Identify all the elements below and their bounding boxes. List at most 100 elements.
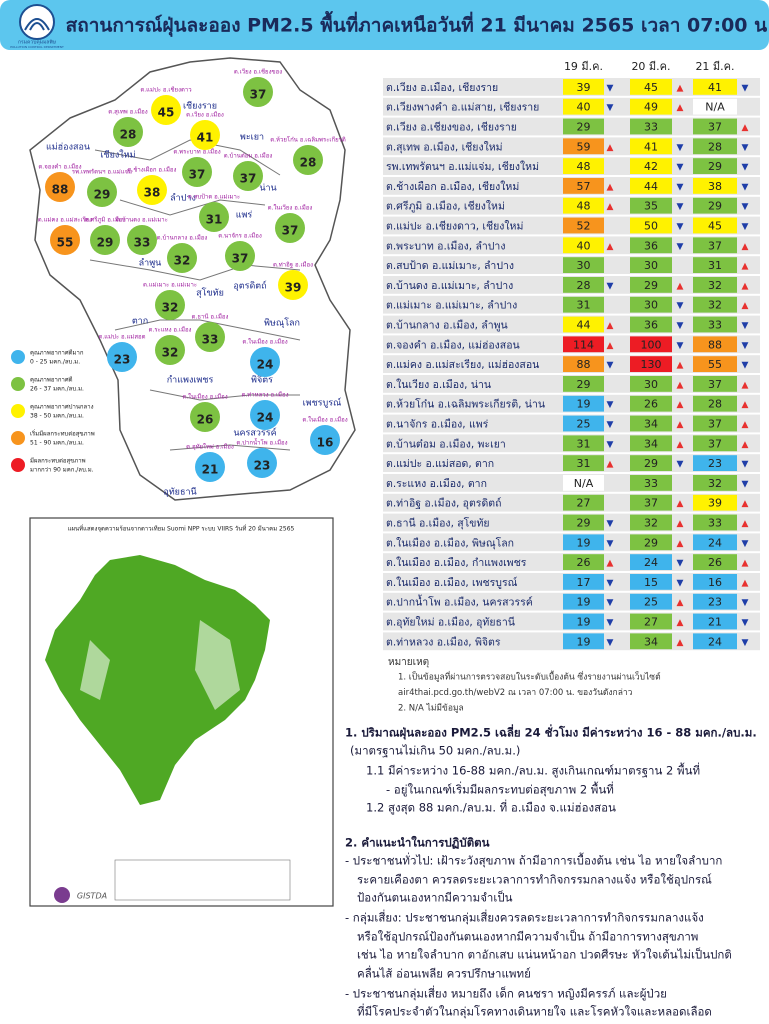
station-label: ต.แม่คง อ.แม่สะเรียง — [38, 216, 92, 224]
trend-arrow: ▼ — [607, 618, 614, 628]
cell-value: 39 — [708, 497, 722, 510]
province-label: เพชรบูรณ์ — [303, 397, 342, 409]
trend-arrow: ▲ — [742, 400, 749, 410]
trend-arrow: ▲ — [607, 242, 614, 252]
station-marker — [190, 120, 220, 150]
value-cell — [693, 455, 737, 471]
cell-value: 19 — [577, 536, 591, 549]
trend-arrow: ▼ — [607, 539, 614, 549]
province-label: กำแพงเพชร — [167, 375, 214, 386]
cell-value: 57 — [577, 180, 591, 193]
value-cell — [693, 118, 737, 135]
station-value: 37 — [232, 252, 249, 266]
value-cell — [693, 178, 737, 194]
station-value: 37 — [250, 88, 267, 102]
summary-line: ระคายเคืองตา ควรลดระยะเวลาการทำกิจกรรมกล… — [357, 873, 712, 887]
value-cell — [563, 316, 604, 333]
station-label: ต.ในเวียง อ.เมือง — [268, 204, 313, 212]
cell-value: 88 — [577, 358, 591, 371]
cell-value: 55 — [708, 358, 722, 371]
station-value: 29 — [94, 188, 111, 202]
cell-value: 33 — [644, 477, 658, 490]
legend-swatch — [11, 431, 25, 445]
trend-arrow: ▼ — [607, 440, 614, 450]
legend-range: 38 - 50 มคก./ลบ.ม. — [30, 413, 84, 420]
station-label: ต.เวียง อ.เชียงของ — [234, 68, 282, 76]
station-marker — [195, 322, 225, 352]
province-borders — [89, 139, 301, 451]
trend-arrow: ▲ — [742, 301, 749, 311]
cell-value: 33 — [644, 121, 658, 134]
station-value: 29 — [97, 236, 114, 250]
trend-arrow: ▼ — [677, 143, 684, 153]
province-label: อุตรดิตถ์ — [233, 280, 266, 292]
trend-arrow: ▼ — [607, 578, 614, 588]
station-name: ต.ท่าอิฐ อ.เมือง, อุตรดิตถ์ — [386, 497, 501, 510]
trend-arrow: ▼ — [677, 222, 684, 232]
header-bar — [0, 0, 769, 50]
cell-value: 29 — [644, 279, 658, 292]
trend-arrow: ▲ — [742, 578, 749, 588]
value-cell — [630, 395, 672, 412]
cell-value: 34 — [644, 437, 658, 450]
trend-arrow: ▲ — [742, 123, 749, 133]
trend-arrow: ▼ — [742, 83, 749, 93]
trend-arrow: ▼ — [677, 321, 684, 331]
value-cell — [630, 118, 672, 135]
cell-value: 28 — [708, 398, 722, 411]
station-marker — [182, 157, 212, 187]
station-marker — [199, 202, 229, 232]
value-cell — [630, 593, 672, 610]
cell-value: 114 — [573, 338, 594, 351]
value-cell — [693, 138, 737, 155]
station-label: ต.จองคำ อ.เมือง — [38, 163, 81, 171]
cell-value: 31 — [708, 259, 722, 272]
cell-value: 49 — [644, 101, 658, 114]
trend-arrow: ▲ — [677, 539, 684, 549]
trend-arrow: ▲ — [742, 499, 749, 509]
cell-value: 37 — [708, 378, 722, 391]
trend-arrow: ▼ — [607, 420, 614, 430]
value-cell — [563, 613, 604, 630]
value-cell — [630, 415, 672, 432]
trend-arrow: ▼ — [607, 103, 614, 113]
value-cell — [693, 316, 737, 333]
station-marker — [155, 290, 185, 320]
logo-mark — [24, 18, 50, 31]
legend-swatch — [11, 404, 25, 418]
trend-arrow: ▼ — [677, 460, 684, 470]
value-cell — [693, 296, 737, 313]
trend-arrow: ▼ — [742, 638, 749, 648]
station-marker — [151, 95, 181, 125]
summary-line: 1.2 สูงสุด 88 มคก./ลบ.ม. ที่ อ.เมือง จ.แ… — [366, 800, 616, 815]
cell-value: 29 — [644, 457, 658, 470]
station-marker — [45, 172, 75, 202]
value-cell — [563, 158, 604, 174]
cell-value: 32 — [644, 517, 658, 530]
column-header: 19 มี.ค. — [564, 60, 603, 73]
cell-value: 27 — [577, 497, 591, 510]
station-value: 31 — [206, 213, 223, 227]
station-marker — [155, 335, 185, 365]
value-cell — [693, 415, 737, 432]
cell-value: 25 — [644, 596, 658, 609]
station-label: ต.ในเมือง อ.เมือง — [302, 416, 347, 424]
trend-arrow: ▲ — [677, 499, 684, 509]
trend-arrow: ▲ — [742, 420, 749, 430]
trend-arrow: ▲ — [742, 519, 749, 529]
note-line: 1. เป็นข้อมูลที่ผ่านการตรวจสอบในระดับเบื… — [398, 671, 661, 683]
cell-value: 48 — [577, 160, 591, 173]
station-name: ต.บ้านกลาง อ.เมือง, ลำพูน — [386, 319, 508, 332]
province-label: แม่ฮ่องสอน — [46, 143, 90, 153]
satellite-title: แผนที่แสดงจุดความร้อนจากดาวเทียม Suomi N… — [68, 525, 295, 533]
cell-value: 27 — [644, 616, 658, 629]
value-cell — [630, 296, 672, 313]
station-value: 32 — [174, 254, 191, 268]
cell-value: 19 — [577, 596, 591, 609]
value-cell — [630, 79, 672, 95]
trend-arrow: ▲ — [677, 103, 684, 113]
value-cell — [563, 514, 604, 531]
cell-value: 16 — [708, 576, 722, 589]
station-value: 28 — [300, 156, 317, 170]
legend-swatch — [11, 458, 25, 472]
